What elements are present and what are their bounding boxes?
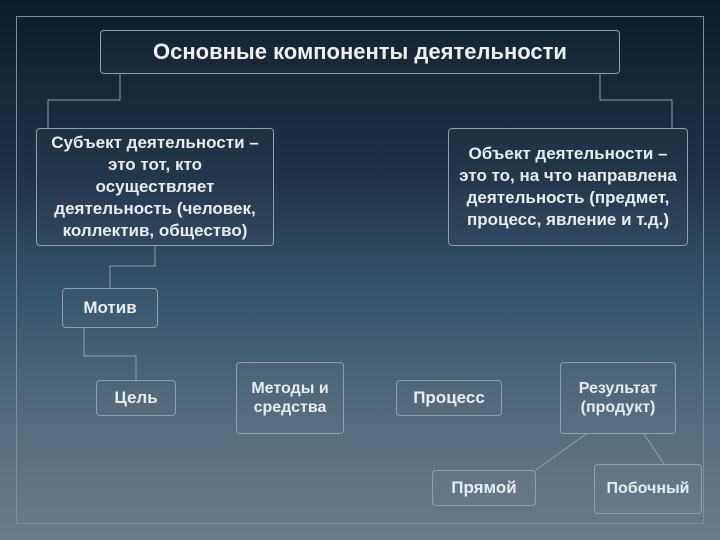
subject-node: Субъект деятельности – это тот, кто осущ… xyxy=(36,128,274,246)
methods-node: Методы и средства xyxy=(236,362,344,434)
side-node: Побочный xyxy=(594,464,702,514)
direct-node: Прямой xyxy=(432,470,536,506)
result-node: Результат (продукт) xyxy=(560,362,676,434)
slide-frame xyxy=(16,16,704,524)
object-node: Объект деятельности – это то, на что нап… xyxy=(448,128,688,246)
motive-node: Мотив xyxy=(62,288,158,328)
title-node: Основные компоненты деятельности xyxy=(100,30,620,74)
goal-node: Цель xyxy=(96,380,176,416)
process-node: Процесс xyxy=(396,380,502,416)
